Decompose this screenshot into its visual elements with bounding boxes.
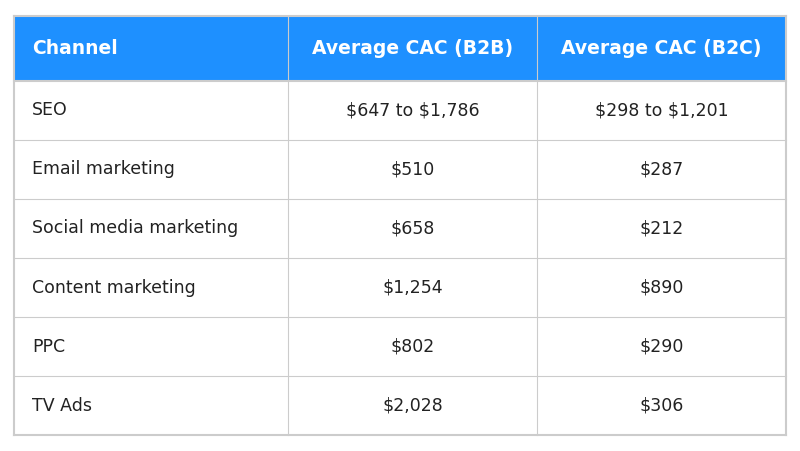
Bar <box>538 16 786 81</box>
Bar <box>538 140 786 199</box>
Bar <box>14 376 288 435</box>
Text: Channel: Channel <box>32 39 118 58</box>
Bar <box>14 317 288 376</box>
Text: PPC: PPC <box>32 338 65 355</box>
Bar <box>14 140 288 199</box>
Text: $290: $290 <box>639 338 684 355</box>
Text: SEO: SEO <box>32 101 68 120</box>
Text: Email marketing: Email marketing <box>32 161 175 179</box>
Text: $802: $802 <box>390 338 435 355</box>
Bar <box>288 376 538 435</box>
Text: $510: $510 <box>390 161 435 179</box>
Text: $890: $890 <box>639 279 684 297</box>
Text: $298 to $1,201: $298 to $1,201 <box>594 101 728 120</box>
Bar <box>288 140 538 199</box>
Text: Average CAC (B2B): Average CAC (B2B) <box>312 39 514 58</box>
Bar <box>14 16 288 81</box>
Bar <box>538 199 786 258</box>
Text: TV Ads: TV Ads <box>32 397 92 414</box>
Text: $2,028: $2,028 <box>382 397 443 414</box>
Bar <box>288 317 538 376</box>
Text: $212: $212 <box>639 220 683 238</box>
Bar <box>14 258 288 317</box>
Bar <box>288 81 538 140</box>
Text: $658: $658 <box>390 220 435 238</box>
Text: Average CAC (B2C): Average CAC (B2C) <box>561 39 762 58</box>
Text: Content marketing: Content marketing <box>32 279 196 297</box>
Bar <box>288 199 538 258</box>
Bar <box>14 199 288 258</box>
Bar <box>538 258 786 317</box>
Bar <box>288 16 538 81</box>
Text: Social media marketing: Social media marketing <box>32 220 238 238</box>
Bar <box>288 258 538 317</box>
Bar <box>538 81 786 140</box>
Bar <box>14 81 288 140</box>
Bar <box>538 317 786 376</box>
Text: $306: $306 <box>639 397 684 414</box>
Text: $287: $287 <box>639 161 683 179</box>
Text: $1,254: $1,254 <box>382 279 443 297</box>
Text: $647 to $1,786: $647 to $1,786 <box>346 101 479 120</box>
Bar <box>538 376 786 435</box>
